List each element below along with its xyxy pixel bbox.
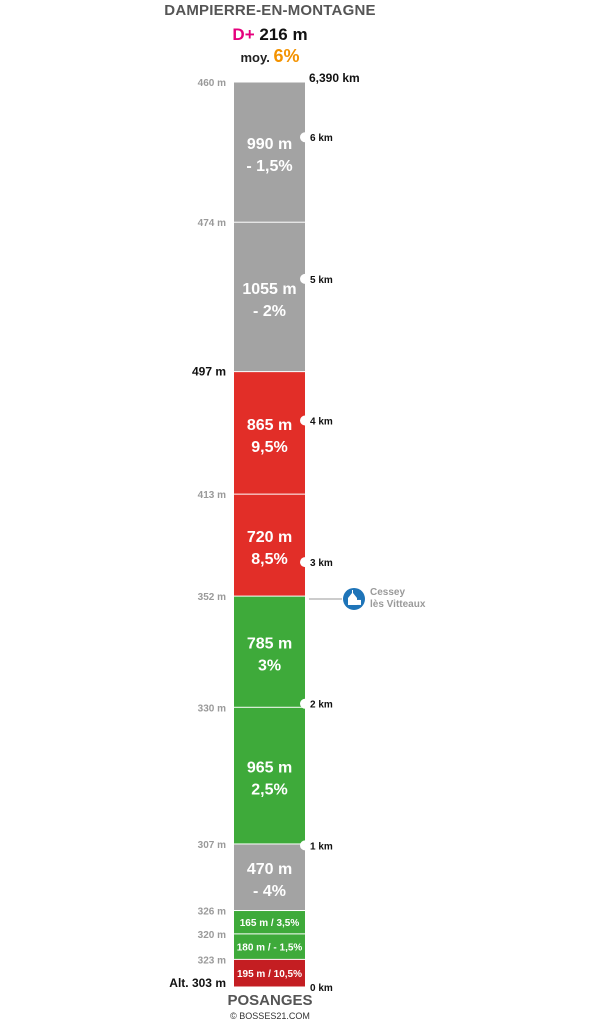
segment-grade: - 1,5% bbox=[246, 158, 292, 175]
km-marker-label: 5 km bbox=[310, 275, 333, 286]
segment-grade: 8,5% bbox=[251, 551, 287, 568]
segment-grade: 9,5% bbox=[251, 439, 287, 456]
church-icon bbox=[343, 587, 365, 610]
segment-length: 720 m bbox=[247, 529, 292, 546]
altitude-label: 307 m bbox=[198, 840, 226, 851]
altitude-label: 497 m bbox=[192, 365, 226, 379]
segments-layer: 195 m / 10,5% 180 m / - 1,5% 165 m / 3,5% 4… bbox=[234, 82, 305, 987]
altitude-label: 323 m bbox=[198, 955, 226, 966]
poi-name-line2: lès Vitteaux bbox=[370, 599, 426, 610]
km-marker-dot bbox=[300, 273, 310, 284]
segment-bar bbox=[234, 844, 305, 911]
km-marker-label: 2 km bbox=[310, 700, 333, 711]
average-grade-label: moy. bbox=[240, 50, 270, 65]
segment-bar bbox=[234, 372, 305, 494]
elevation-gain: D+ 216 m bbox=[0, 25, 540, 45]
segment-bar bbox=[234, 911, 305, 934]
segment-bar bbox=[234, 934, 305, 959]
segment-bar bbox=[234, 222, 305, 372]
segment-length: 785 m bbox=[247, 636, 292, 653]
segment-grade: - 2% bbox=[253, 303, 286, 320]
segment-length: 1055 m bbox=[242, 281, 296, 298]
km-marker-label: 3 km bbox=[310, 558, 333, 569]
km-marker-label: 0 km bbox=[310, 983, 333, 994]
average-grade: moy. 6% bbox=[0, 46, 540, 67]
segment-grade: 2,5% bbox=[251, 782, 287, 799]
elevation-gain-label: D+ bbox=[232, 25, 255, 44]
start-location-name: DAMPIERRE-EN-MONTAGNE bbox=[164, 2, 376, 19]
segment-length: 965 m bbox=[247, 760, 292, 777]
altitude-label: 474 m bbox=[198, 218, 226, 229]
average-grade-value: 6% bbox=[273, 46, 300, 66]
segment-bar bbox=[234, 959, 305, 987]
altitude-label: 413 m bbox=[198, 490, 226, 501]
altitude-label: 320 m bbox=[198, 930, 226, 941]
segment-label: 165 m / 3,5% bbox=[240, 918, 300, 929]
altitude-label: 460 m bbox=[198, 78, 226, 89]
segment-label: 180 m / - 1,5% bbox=[237, 943, 303, 954]
segment-length: 990 m bbox=[247, 136, 292, 153]
end-location-name: POSANGES bbox=[227, 992, 313, 1009]
km-marker-dot bbox=[300, 698, 310, 709]
altitude-label: 326 m bbox=[198, 907, 226, 918]
segment-bar bbox=[234, 494, 305, 596]
altitude-labels-layer: Alt. 303 m 323 m 320 m 326 m 307 m 330 m 352 m… bbox=[169, 78, 226, 990]
km-marker-label: 6 km bbox=[310, 133, 333, 144]
poi-name-line1: Cessey bbox=[370, 587, 405, 598]
segment-grade: - 4% bbox=[253, 883, 286, 900]
km-marker-label: 1 km bbox=[310, 841, 333, 852]
altitude-label: Alt. 303 m bbox=[169, 976, 226, 990]
credit-text: © BOSSES21.COM bbox=[230, 1011, 310, 1021]
elevation-gain-value: 216 m bbox=[259, 25, 308, 44]
segment-bar bbox=[234, 707, 305, 844]
km-marker-dot bbox=[300, 557, 310, 568]
km-marker-dot bbox=[300, 415, 310, 426]
km-marker-dot bbox=[300, 840, 310, 851]
km-marker-label: 4 km bbox=[310, 416, 333, 427]
segment-label: 195 m / 10,5% bbox=[237, 969, 302, 980]
segment-bar bbox=[234, 596, 305, 707]
altitude-label: 330 m bbox=[198, 703, 226, 714]
segment-length: 865 m bbox=[247, 417, 292, 434]
altitude-label: 352 m bbox=[198, 592, 226, 603]
km-marker-dot bbox=[300, 132, 310, 143]
segment-length: 470 m bbox=[247, 861, 292, 878]
segment-grade: 3% bbox=[258, 658, 281, 675]
total-distance-label: 6,390 km bbox=[309, 71, 360, 85]
km-markers-layer: 0 km 1 km 2 km 3 km 4 km 5 km 6 km bbox=[300, 132, 333, 994]
segment-bar bbox=[234, 82, 305, 222]
